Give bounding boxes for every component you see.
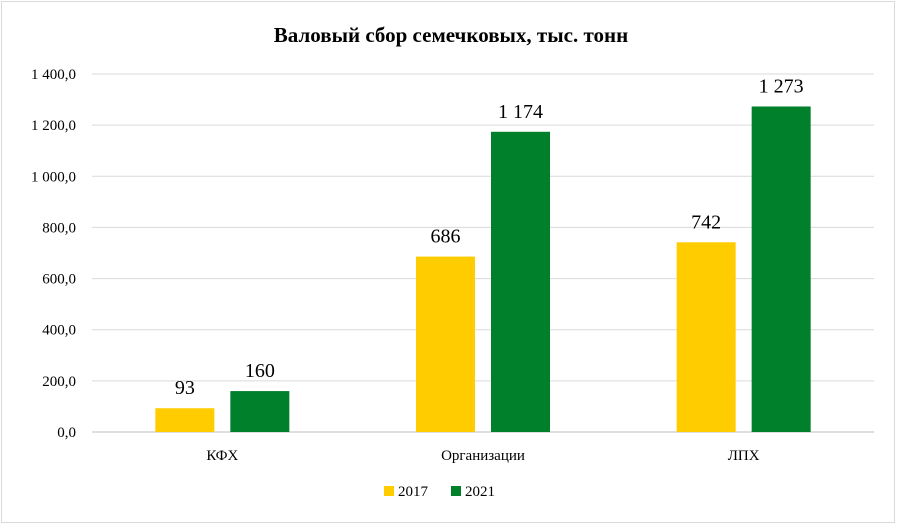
legend-label: 2017 [398,484,429,500]
bar-2017-1 [416,256,475,432]
category-label: КФХ [206,448,238,464]
legend-swatch-2017 [384,486,394,496]
y-tick-label: 1 200,0 [31,118,76,134]
y-tick-label: 200,0 [42,374,76,390]
gridlines [92,73,874,433]
y-tick-label: 600,0 [42,272,76,288]
bar-2021-0 [230,391,290,432]
chart-title: Валовый сбор семечковых, тыс. тонн [274,23,628,47]
legend-swatch-2021 [451,486,461,496]
y-tick-label: 1 000,0 [31,169,76,185]
data-label: 1 273 [759,75,804,97]
bar-2021-2 [751,106,811,433]
data-label: 160 [245,360,275,382]
data-label: 1 174 [498,101,543,123]
data-label: 686 [431,226,461,248]
legend: 2017 2021 [384,484,495,500]
bar-2021-1 [491,131,550,432]
bar-2017-0 [155,408,215,432]
category-label: ЛПХ [728,448,760,464]
category-label: Организации [441,448,525,464]
bars [155,106,811,433]
bar-2017-2 [676,242,736,432]
x-axis-categories: КФХ Организации ЛПХ [206,448,759,464]
data-label: 93 [175,377,195,399]
y-tick-label: 1 400,0 [31,67,76,83]
y-axis-ticks: 0,0 200,0 400,0 600,0 800,0 1 000,0 1 200,0 1 4… [31,67,76,441]
y-tick-label: 400,0 [42,323,76,339]
data-labels: 93 160 686 1 174 742 1 273 [175,75,804,399]
y-tick-label: 0,0 [57,425,76,441]
y-tick-label: 800,0 [42,220,76,236]
data-label: 742 [691,211,721,233]
legend-label: 2021 [465,484,495,500]
